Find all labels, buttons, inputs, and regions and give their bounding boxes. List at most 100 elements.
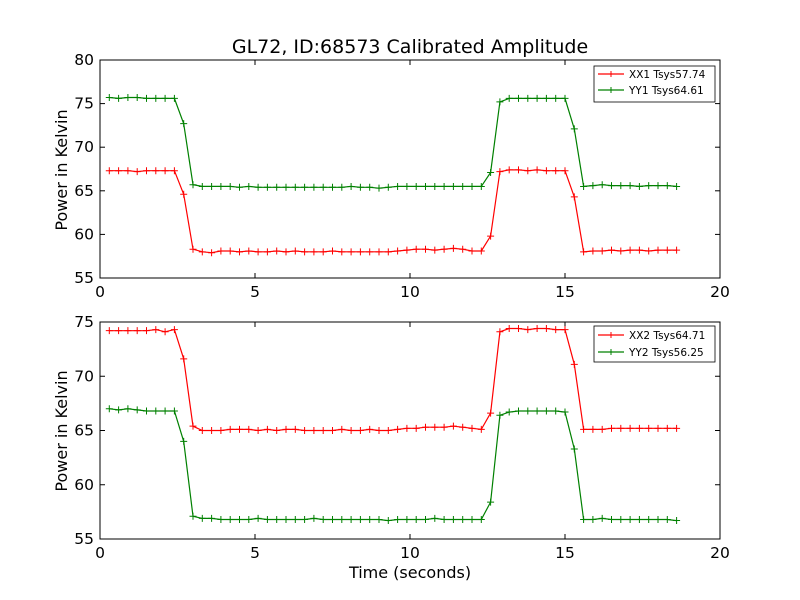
top-series-2-point — [524, 94, 532, 102]
top-series-1-point — [180, 190, 188, 198]
top-series-1-point — [338, 248, 346, 256]
bottom-series-2-point — [487, 498, 495, 506]
bottom-legend: XX2 Tsys64.71 YY2 Tsys56.25 — [593, 325, 716, 363]
bottom-series-1-point — [245, 425, 253, 433]
top-legend-entry-yy1: YY1 Tsys64.61 — [598, 85, 704, 97]
bottom-series-1-point — [635, 424, 643, 432]
bottom-series-2-point — [263, 515, 271, 523]
top-series-1-point — [645, 247, 653, 255]
bottom-series-1-point — [459, 423, 467, 431]
bottom-series-2-point — [617, 515, 625, 523]
top-series-2-point — [533, 94, 541, 102]
top-series-1-point — [608, 246, 615, 254]
top-series-1-point — [124, 167, 132, 175]
bottom-series-2-point — [217, 515, 225, 523]
top-series-1-point — [217, 247, 225, 255]
bottom-series-2-point — [608, 515, 615, 523]
top-series-2-point — [654, 182, 662, 190]
top-series-2-point — [329, 183, 336, 191]
chart-title: GL72, ID:68573 Calibrated Amplitude — [232, 36, 588, 58]
bottom-series-2-point — [635, 515, 643, 523]
top-series-2-point — [580, 182, 588, 190]
bottom-series-1-point — [552, 326, 560, 334]
bottom-series-1-point — [375, 427, 383, 434]
bottom-series-1-point — [105, 327, 113, 335]
bottom-series-1-point — [570, 360, 578, 368]
bottom-x-tick-label: 20 — [710, 544, 730, 562]
top-series-2-point — [189, 181, 197, 189]
top-series-1-point — [487, 232, 495, 240]
top-series-2-point — [440, 182, 448, 190]
top-series-2-point — [645, 182, 653, 190]
bottom-series-1-point — [524, 326, 532, 334]
bottom-series-1-point — [356, 427, 364, 434]
bottom-series-1-point — [254, 427, 262, 434]
top-series-1-point — [245, 247, 253, 255]
bottom-legend-marker-xx2 — [608, 332, 614, 338]
top-series-1-point — [189, 245, 197, 253]
top-series-1-point — [663, 246, 671, 254]
top-series-1-point — [161, 167, 169, 175]
bottom-series-2-point — [403, 515, 411, 523]
bottom-series-2-point — [115, 406, 123, 414]
top-legend-entry-xx1: XX1 Tsys57.74 — [598, 69, 706, 81]
bottom-series-1-point — [626, 424, 634, 432]
top-series-2-point — [143, 94, 150, 102]
top-series-1-point — [384, 248, 392, 256]
bottom-series-1-point — [394, 425, 402, 433]
bottom-series-2-point — [143, 407, 150, 415]
bottom-series-2-point — [505, 408, 513, 416]
bottom-series-1-point — [589, 425, 597, 433]
bottom-series-2-point — [133, 406, 141, 414]
top-series-2-point — [133, 93, 141, 101]
top-legend-label-yy1: YY1 Tsys64.61 — [628, 85, 704, 97]
bottom-series-2-point — [561, 408, 569, 416]
top-legend-box — [593, 65, 716, 103]
top-series-2-point — [589, 182, 597, 190]
bottom-series-1-point — [189, 422, 197, 430]
bottom-series-1-point — [440, 423, 448, 431]
top-series-1-point — [654, 246, 662, 254]
top-series-1-point — [580, 248, 588, 256]
bottom-series-1-point — [654, 424, 662, 432]
bottom-series-2-point — [245, 515, 253, 523]
bottom-x-tick-label: 10 — [400, 544, 420, 562]
top-series-1-point — [570, 193, 578, 201]
bottom-series-2-point — [375, 515, 383, 523]
bottom-series-2-point — [347, 515, 355, 523]
top-series-1-point — [542, 167, 550, 175]
top-series-1-point — [673, 246, 681, 254]
bottom-series-2-point — [533, 407, 541, 415]
bottom-series-1-point — [291, 425, 299, 433]
top-series-1-point — [356, 248, 364, 256]
top-series-2-point — [115, 94, 123, 102]
bottom-y-tick-label: 75 — [74, 313, 94, 331]
top-series-2-point — [152, 94, 160, 102]
top-plot-area: 0 5 10 15 20 55 60 65 70 75 80 — [74, 51, 730, 301]
top-y-tick-label: 60 — [74, 225, 94, 243]
top-series-1-point — [143, 167, 150, 175]
bottom-series-2-point — [459, 515, 467, 523]
top-series-1-point — [422, 245, 429, 253]
bottom-legend-marker-yy2 — [608, 349, 614, 355]
bottom-series-1-point — [496, 328, 504, 336]
top-series-2-point — [626, 182, 634, 190]
top-series-1-point — [589, 247, 597, 255]
top-series-2-point — [105, 93, 113, 101]
top-series-1-point — [496, 168, 504, 176]
bottom-y-axis-label: Power in Kelvin — [52, 370, 71, 491]
bottom-series-2-point — [170, 407, 178, 415]
top-legend-label-xx1: XX1 Tsys57.74 — [629, 69, 706, 81]
bottom-series-2-point — [663, 515, 671, 523]
top-series-1-point — [431, 246, 439, 254]
bottom-series-1-point — [580, 425, 588, 433]
bottom-series-2-point — [598, 514, 606, 522]
bottom-series-1-point — [366, 425, 374, 433]
bottom-series-2-point — [189, 512, 197, 520]
top-series-1-point — [319, 248, 327, 256]
top-y-tick-label: 75 — [74, 95, 94, 113]
bottom-series-2-point — [291, 515, 299, 523]
top-series-2-point — [608, 182, 615, 190]
top-y-tick-label: 65 — [74, 182, 94, 200]
